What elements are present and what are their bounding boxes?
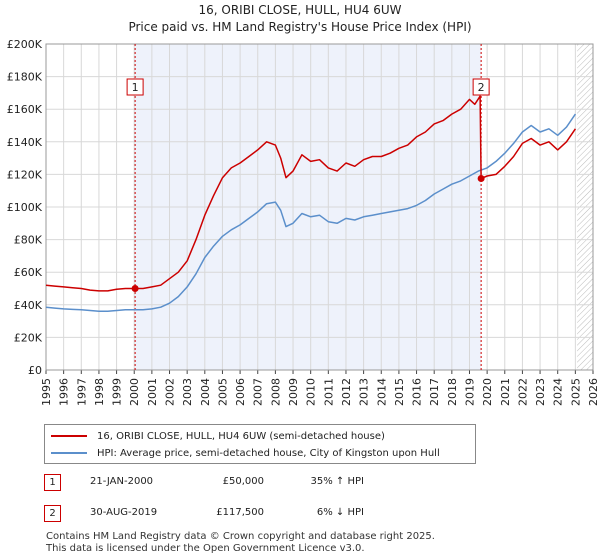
hpi-line xyxy=(45,113,577,313)
x-tick-label: 2024 xyxy=(552,378,565,406)
x-tick-label: 2000 xyxy=(128,378,141,406)
x-tick-label: 2016 xyxy=(411,378,424,406)
y-tick-label: £100K xyxy=(7,201,43,214)
x-tick-label: 1999 xyxy=(111,378,124,406)
sale-marker-1: 1 xyxy=(44,474,61,491)
y-tick-label: £140K xyxy=(7,136,43,149)
x-tick-label: 2009 xyxy=(287,378,300,406)
y-tick-label: £80K xyxy=(14,234,43,247)
legend-label-hpi: HPI: Average price, semi-detached house,… xyxy=(97,447,440,459)
plot-frame xyxy=(45,43,594,371)
legend-swatch-property xyxy=(51,435,87,437)
sale-point-1 xyxy=(131,285,139,292)
x-tick-label: 2008 xyxy=(269,378,282,406)
sale-price-2: £117,500 xyxy=(216,507,264,518)
legend-label-property: 16, ORIBI CLOSE, HULL, HU4 6UW (semi-det… xyxy=(97,430,385,442)
legend-item-property: 16, ORIBI CLOSE, HULL, HU4 6UW (semi-det… xyxy=(51,428,385,444)
x-tick-label: 2020 xyxy=(481,378,494,406)
x-tick-label: 1995 xyxy=(40,378,53,406)
footer-license: This data is licensed under the Open Gov… xyxy=(46,543,365,554)
x-tick-label: 2023 xyxy=(534,378,547,406)
sale-price-1: £50,000 xyxy=(222,476,264,487)
x-tick-label: 2007 xyxy=(252,378,265,406)
sale-hpi-2: 6% ↓ HPI xyxy=(316,507,364,518)
footer-copyright: Contains HM Land Registry data © Crown c… xyxy=(46,531,435,542)
x-tick-label: 2018 xyxy=(446,378,459,406)
legend-swatch-hpi xyxy=(51,452,87,454)
x-tick-label: 1996 xyxy=(58,378,71,406)
x-tick-label: 1998 xyxy=(93,378,106,406)
x-tick-label: 2026 xyxy=(587,378,600,406)
sale-date-1: 21-JAN-2000 xyxy=(90,476,154,487)
x-tick-label: 2011 xyxy=(322,378,335,406)
x-tick-label: 2014 xyxy=(375,378,388,406)
sale-label-box-2 xyxy=(472,78,490,96)
sale-label-box-1 xyxy=(126,78,144,96)
sale-label-1: 1 xyxy=(132,81,139,94)
x-tick-label: 2017 xyxy=(428,378,441,406)
sale-label-2: 2 xyxy=(478,81,485,94)
x-tick-label: 2003 xyxy=(181,378,194,406)
x-tick-label: 2006 xyxy=(234,378,247,406)
x-tick-label: 2019 xyxy=(463,378,476,406)
x-tick-label: 2001 xyxy=(146,378,159,406)
sale-marker-2: 2 xyxy=(44,505,61,522)
y-tick-label: £0 xyxy=(28,364,42,377)
x-tick-label: 2021 xyxy=(499,378,512,406)
x-tick-label: 2025 xyxy=(569,378,582,406)
x-tick-label: 2004 xyxy=(199,378,212,406)
y-tick-label: £60K xyxy=(14,266,43,279)
x-tick-label: 2012 xyxy=(340,378,353,406)
x-tick-label: 2002 xyxy=(164,378,177,406)
x-tick-label: 2010 xyxy=(305,378,318,406)
x-tick-label: 2015 xyxy=(393,378,406,406)
price-chart: £0 £20K £40K £60K £80K £100K £120K £140K £160K £1… xyxy=(7,38,600,406)
sale-hpi-1: 35% ↑ HPI xyxy=(310,476,364,487)
chart-title: 16, ORIBI CLOSE, HULL, HU4 6UW xyxy=(198,3,402,17)
x-tick-label: 2005 xyxy=(216,378,229,406)
sale-point-2 xyxy=(477,174,485,182)
y-tick-label: £180K xyxy=(7,71,43,84)
y-tick-label: £40K xyxy=(14,299,43,312)
y-tick-label: £160K xyxy=(7,103,43,116)
x-tick-label: 2013 xyxy=(358,378,371,406)
x-tick-label: 1997 xyxy=(75,378,88,406)
legend: 16, ORIBI CLOSE, HULL, HU4 6UW (semi-det… xyxy=(44,424,476,464)
y-tick-label: £200K xyxy=(7,38,43,51)
chart-subtitle: Price paid vs. HM Land Registry's House … xyxy=(128,20,472,34)
sale-date-2: 30-AUG-2019 xyxy=(90,507,158,518)
y-tick-label: £120K xyxy=(7,168,43,181)
y-tick-label: £20K xyxy=(14,331,43,344)
x-tick-label: 2022 xyxy=(516,378,529,406)
legend-item-hpi: HPI: Average price, semi-detached house,… xyxy=(51,445,440,461)
